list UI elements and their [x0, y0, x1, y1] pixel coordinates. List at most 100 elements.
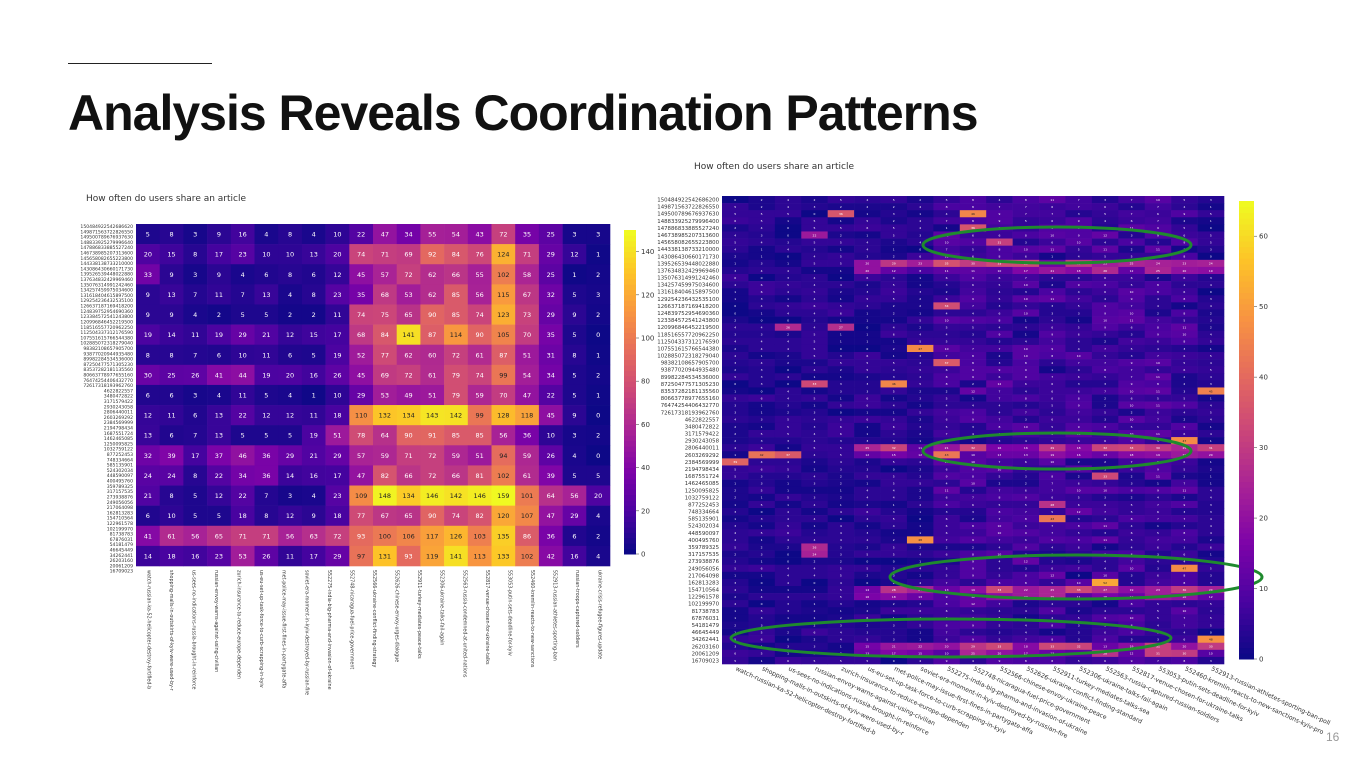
- heatmap-cell: [748, 465, 776, 473]
- cell-label: 3: [1131, 205, 1133, 209]
- heatmap-cell: [1118, 217, 1146, 225]
- cell-label: 5: [998, 623, 1000, 627]
- cell-label: 9: [572, 412, 576, 420]
- cell-label: 133: [497, 552, 509, 560]
- y-tick-label: 46645449: [110, 547, 133, 553]
- cell-label: 4: [998, 545, 1000, 549]
- cell-label: 1: [1157, 524, 1159, 528]
- heatmap-cell: [373, 264, 397, 285]
- heatmap-cell: [1012, 635, 1040, 644]
- heatmap-cell: [906, 259, 934, 268]
- cell-label: 4: [241, 271, 245, 279]
- cell-label: 10: [1077, 240, 1081, 244]
- y-tick-label: 748334664: [688, 510, 719, 516]
- cell-label: 55: [428, 231, 436, 239]
- heatmap-cell: [349, 364, 374, 386]
- cell-label: 3: [1078, 311, 1080, 315]
- heatmap-cell: [254, 324, 279, 346]
- cell-label: 5: [893, 389, 895, 393]
- colorbar-segment: [624, 332, 636, 339]
- heatmap-cell: [1118, 210, 1146, 218]
- y-tick-label: 126637187169418200: [657, 304, 719, 310]
- heatmap-cell: [959, 458, 987, 466]
- cell-label: 7: [946, 247, 948, 251]
- cell-label: 7: [1051, 212, 1053, 216]
- cell-label: 5: [866, 567, 868, 571]
- cell-label: 3: [946, 510, 948, 514]
- cell-label: 25: [1130, 262, 1134, 266]
- heatmap-cell: [207, 485, 232, 506]
- cell-label: 70: [499, 392, 507, 400]
- heatmap-cell: [1118, 536, 1146, 544]
- cell-label: 61: [167, 532, 175, 540]
- heatmap-cell: [1118, 628, 1146, 636]
- title-rule: [68, 63, 212, 64]
- heatmap-cell: [801, 281, 828, 289]
- heatmap-cell: [1197, 486, 1225, 495]
- heatmap-cell: [906, 550, 934, 558]
- heatmap-cell: [136, 425, 160, 446]
- heatmap-cell: [854, 288, 881, 296]
- cell-label: 8: [1025, 198, 1027, 202]
- heatmap-cell: [1197, 288, 1225, 296]
- cell-label: 2: [734, 496, 736, 500]
- y-tick-label: 585135901: [107, 463, 133, 469]
- cell-label: 4: [919, 460, 921, 464]
- heatmap-cell: [1197, 217, 1225, 225]
- heatmap-cell: [801, 203, 828, 211]
- heatmap-cell: [880, 224, 908, 232]
- cell-label: 2: [814, 198, 816, 202]
- heatmap-cell: [854, 422, 881, 431]
- heatmap-cell: [1144, 500, 1172, 509]
- cell-label: 9: [998, 659, 1000, 663]
- cell-label: 1: [866, 311, 868, 315]
- cell-label: 3: [288, 492, 292, 500]
- cell-label: 1: [1210, 205, 1212, 209]
- heatmap-cell: [1065, 344, 1093, 353]
- heatmap-cell: [933, 408, 961, 417]
- cell-label: 1: [893, 396, 895, 400]
- cell-label: 3: [734, 524, 736, 528]
- cell-label: 8: [1025, 517, 1027, 521]
- heatmap-cell: [1144, 486, 1172, 495]
- cell-label: 6: [866, 616, 868, 620]
- cell-label: 10: [286, 251, 294, 259]
- cell-label: 24: [1156, 262, 1160, 266]
- y-tick-label: 2384569999: [685, 460, 720, 466]
- heatmap-cell: [827, 302, 855, 310]
- y-tick-label: 67876031: [110, 537, 133, 543]
- y-tick-label: 317157535: [107, 489, 133, 495]
- heatmap-cell: [722, 486, 749, 495]
- y-tick-label: 112504337312176590: [657, 339, 719, 345]
- heatmap-cell: [254, 545, 279, 567]
- heatmap-cell: [1012, 557, 1040, 566]
- heatmap-cell: [880, 252, 908, 261]
- heatmap-cell: [1171, 274, 1198, 282]
- cell-label: 21: [144, 492, 152, 500]
- cell-label: 4: [787, 311, 789, 315]
- cell-label: 2: [217, 311, 221, 319]
- cell-label: 25: [971, 652, 975, 656]
- heatmap-cell: [959, 515, 987, 523]
- cell-label: 1: [1210, 347, 1212, 351]
- cell-label: 30: [144, 371, 152, 379]
- cell-label: 4: [1025, 609, 1027, 613]
- heatmap-cell: [774, 309, 802, 317]
- colorbar-segment: [1239, 435, 1254, 442]
- cell-label: 2: [1183, 474, 1185, 478]
- cell-label: 13: [215, 412, 223, 420]
- heatmap-cell: [562, 324, 587, 346]
- heatmap-cell: [906, 500, 934, 509]
- cell-label: 3: [1183, 524, 1185, 528]
- cell-label: 4: [1025, 623, 1027, 627]
- cell-label: 3: [1210, 581, 1212, 585]
- cell-label: 35: [547, 331, 555, 339]
- heatmap-cell: [586, 505, 611, 527]
- heatmap-cell: [722, 224, 749, 232]
- heatmap-cell: [1065, 266, 1093, 275]
- cell-label: 6: [1078, 503, 1080, 507]
- colorbar-segment: [1239, 367, 1254, 374]
- heatmap-cell: [1091, 422, 1119, 431]
- heatmap-cell: [325, 364, 350, 386]
- cell-label: 4: [1210, 432, 1212, 436]
